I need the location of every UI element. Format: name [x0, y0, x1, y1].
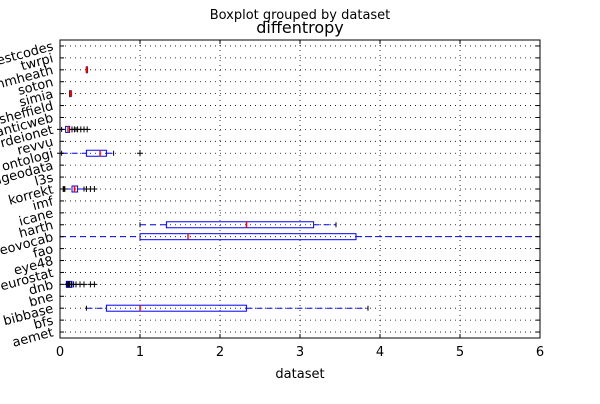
chart-title: diffentropy [256, 18, 344, 37]
box-layer [57, 66, 541, 312]
category-label: dnb [27, 278, 55, 299]
x-tick-label: 2 [216, 345, 224, 360]
category-label: l3s [33, 170, 55, 189]
flier-point [91, 281, 98, 288]
flier-point [84, 126, 91, 133]
box-iqr [85, 149, 107, 157]
box-iqr [139, 233, 357, 241]
x-tick-label: 3 [296, 345, 304, 360]
box-iqr [105, 304, 247, 312]
category-label: bne [27, 290, 55, 311]
grid-layer [59, 40, 541, 338]
category-label: fao [31, 242, 55, 262]
x-axis-label: dataset [275, 367, 324, 382]
box-uhmheath [85, 66, 88, 74]
category-label: imf [31, 194, 55, 214]
x-tick-label: 4 [376, 345, 384, 360]
box-geovocab [59, 233, 541, 241]
flier-point [137, 150, 143, 157]
x-tick-label: 0 [56, 345, 64, 360]
box-iqr [165, 221, 315, 229]
x-tick-label: 5 [456, 345, 464, 360]
box-korrekt [60, 185, 98, 193]
tick-layer: 0 1 2 3 4 5 6aemetbfsbibbasebnednbeurostateye4… [0, 39, 544, 360]
box-rdeionet [57, 125, 91, 133]
box-harth [139, 221, 337, 229]
box-dnb [64, 280, 98, 288]
x-tick-label: 1 [136, 345, 144, 360]
x-tick-label: 6 [536, 345, 544, 360]
flier-point [91, 186, 98, 192]
category-label: bfs [32, 313, 55, 333]
flier-point [81, 281, 87, 288]
box-simia [69, 90, 72, 98]
chart-suptitle: Boxplot grouped by dataset [210, 8, 391, 23]
box-bibbase [85, 304, 369, 312]
